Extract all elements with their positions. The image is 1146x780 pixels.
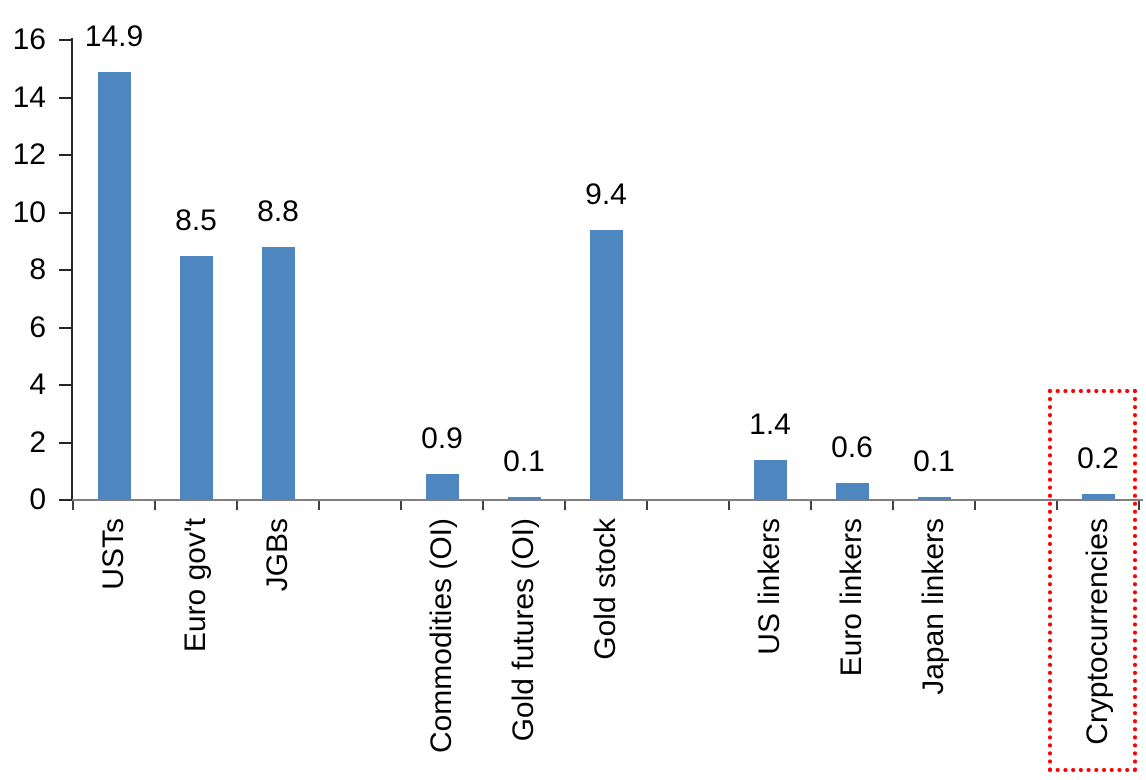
y-tick-label: 8 (29, 253, 46, 286)
y-tick-label: 16 (12, 23, 46, 56)
bar-value-label: 1.4 (749, 407, 791, 441)
category-label: JGBs (261, 518, 294, 592)
bar (1081, 494, 1115, 500)
y-tick-label: 2 (29, 425, 46, 459)
bar (753, 459, 787, 500)
y-axis-tick (59, 154, 72, 156)
y-axis-tick (59, 326, 72, 329)
y-axis (71, 38, 73, 501)
x-axis-tick (974, 501, 976, 510)
y-axis-tick (59, 499, 72, 501)
x-axis-tick (646, 501, 648, 510)
bar-value-label: 9.4 (585, 177, 627, 211)
x-axis-tick (482, 501, 484, 510)
y-tick-label: 14 (12, 80, 46, 114)
x-axis-tick (728, 501, 730, 510)
y-tick-label: 10 (12, 195, 46, 229)
y-axis-tick (59, 96, 72, 99)
x-axis-tick (564, 501, 566, 510)
bar-value-label: 0.2 (1077, 442, 1119, 476)
x-axis-tick (236, 501, 238, 510)
bar (507, 497, 541, 500)
bar-value-label: 0.6 (831, 430, 873, 464)
y-tick-label: 6 (29, 310, 46, 344)
bar (179, 255, 213, 500)
y-tick-label: 12 (12, 138, 46, 171)
bar-value-label: 0.9 (421, 422, 463, 456)
x-axis-tick (154, 501, 156, 510)
y-axis-tick (59, 269, 72, 271)
bar (589, 229, 623, 500)
category-label: Euro linkers (835, 518, 868, 677)
category-label: Gold stock (589, 518, 622, 660)
bar-value-label: 14.9 (84, 19, 144, 53)
bar (835, 482, 869, 500)
y-tick-label: 4 (29, 368, 46, 401)
x-axis-tick (1138, 501, 1140, 510)
bar-value-label: 0.1 (503, 445, 545, 479)
x-axis (71, 499, 1143, 501)
category-label: USTs (97, 518, 130, 590)
y-axis-tick (59, 211, 72, 214)
bar-value-label: 0.1 (913, 445, 955, 479)
y-axis-tick (59, 39, 72, 41)
y-axis-tick (59, 384, 72, 386)
x-axis-tick (1056, 501, 1058, 510)
x-axis-tick (318, 501, 320, 510)
bar (97, 71, 131, 500)
y-axis-tick (59, 441, 72, 444)
x-axis-tick (72, 501, 74, 510)
category-label: Euro gov't (179, 518, 212, 653)
x-axis-tick (810, 501, 812, 510)
y-tick-label: 0 (29, 483, 46, 516)
bar-value-label: 8.5 (175, 203, 217, 237)
bar-value-label: 8.8 (257, 195, 299, 228)
category-label: Cryptocurrencies (1081, 518, 1114, 745)
category-label: Gold futures (OI) (507, 518, 540, 742)
category-label: Commodities (OI) (425, 518, 458, 754)
category-label: Japan linkers (917, 518, 950, 695)
x-axis-tick (892, 501, 894, 510)
bar (261, 247, 295, 500)
bar (425, 474, 459, 500)
bar (917, 497, 951, 500)
category-label: US linkers (753, 518, 786, 655)
x-axis-tick (400, 501, 402, 510)
